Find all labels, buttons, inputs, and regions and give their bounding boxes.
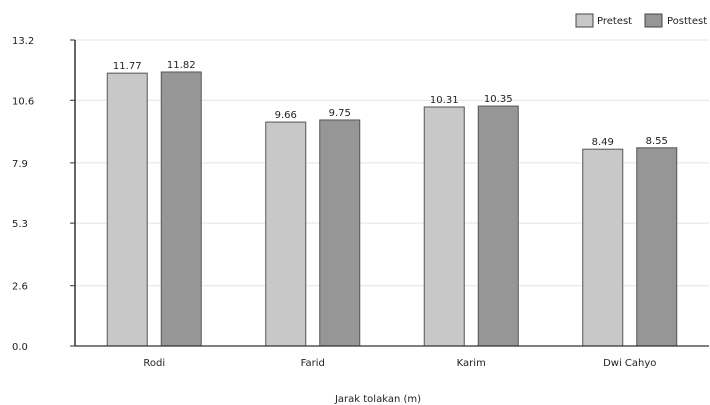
x-category-label: Rodi (143, 358, 165, 369)
y-tick-label: 5.3 (12, 219, 28, 230)
x-category-label: Dwi Cahyo (603, 358, 656, 369)
legend-swatch-pretest (575, 13, 594, 28)
bar-pretest-dwi-cahyo (582, 148, 624, 347)
y-tick-label: 7.9 (12, 159, 28, 170)
y-tick-label: 13.2 (12, 36, 34, 47)
bar-posttest-rodi (160, 71, 202, 347)
x-category-label: Karim (457, 358, 486, 369)
y-tick-label: 0.0 (12, 342, 28, 353)
data-label: 10.35 (484, 94, 513, 105)
y-tick-label: 2.6 (12, 282, 28, 293)
y-axis-ticks: 0.0 2.6 5.3 7.9 10.6 13.2 (12, 36, 75, 353)
x-axis-title: Jarak tolakan (m) (334, 394, 421, 405)
bar-pretest-rodi (106, 72, 148, 347)
data-label: 11.77 (113, 61, 142, 72)
data-label: 8.55 (646, 136, 668, 147)
legend: Pretest Posttest (575, 13, 707, 28)
bars (106, 71, 678, 347)
legend-label-pretest: Pretest (597, 16, 632, 27)
data-label: 9.66 (275, 110, 297, 121)
legend-label-posttest: Posttest (667, 16, 707, 27)
bar-pretest-karim (423, 106, 465, 347)
y-tick-label: 10.6 (12, 96, 34, 107)
data-label: 10.31 (430, 95, 459, 106)
x-category-label: Farid (301, 358, 325, 369)
bar-posttest-dwi-cahyo (636, 147, 678, 347)
bar-pretest-farid (265, 121, 307, 347)
data-label: 11.82 (167, 60, 196, 71)
data-labels: 11.77 11.82 9.66 9.75 10.31 10.35 8.49 8.55 (113, 60, 668, 148)
bar-posttest-farid (319, 119, 361, 347)
data-label: 8.49 (592, 137, 614, 148)
data-label: 9.75 (329, 108, 351, 119)
bar-posttest-karim (477, 105, 519, 347)
legend-swatch-posttest (644, 13, 663, 28)
x-axis-categories: Rodi Farid Karim Dwi Cahyo (143, 358, 656, 369)
